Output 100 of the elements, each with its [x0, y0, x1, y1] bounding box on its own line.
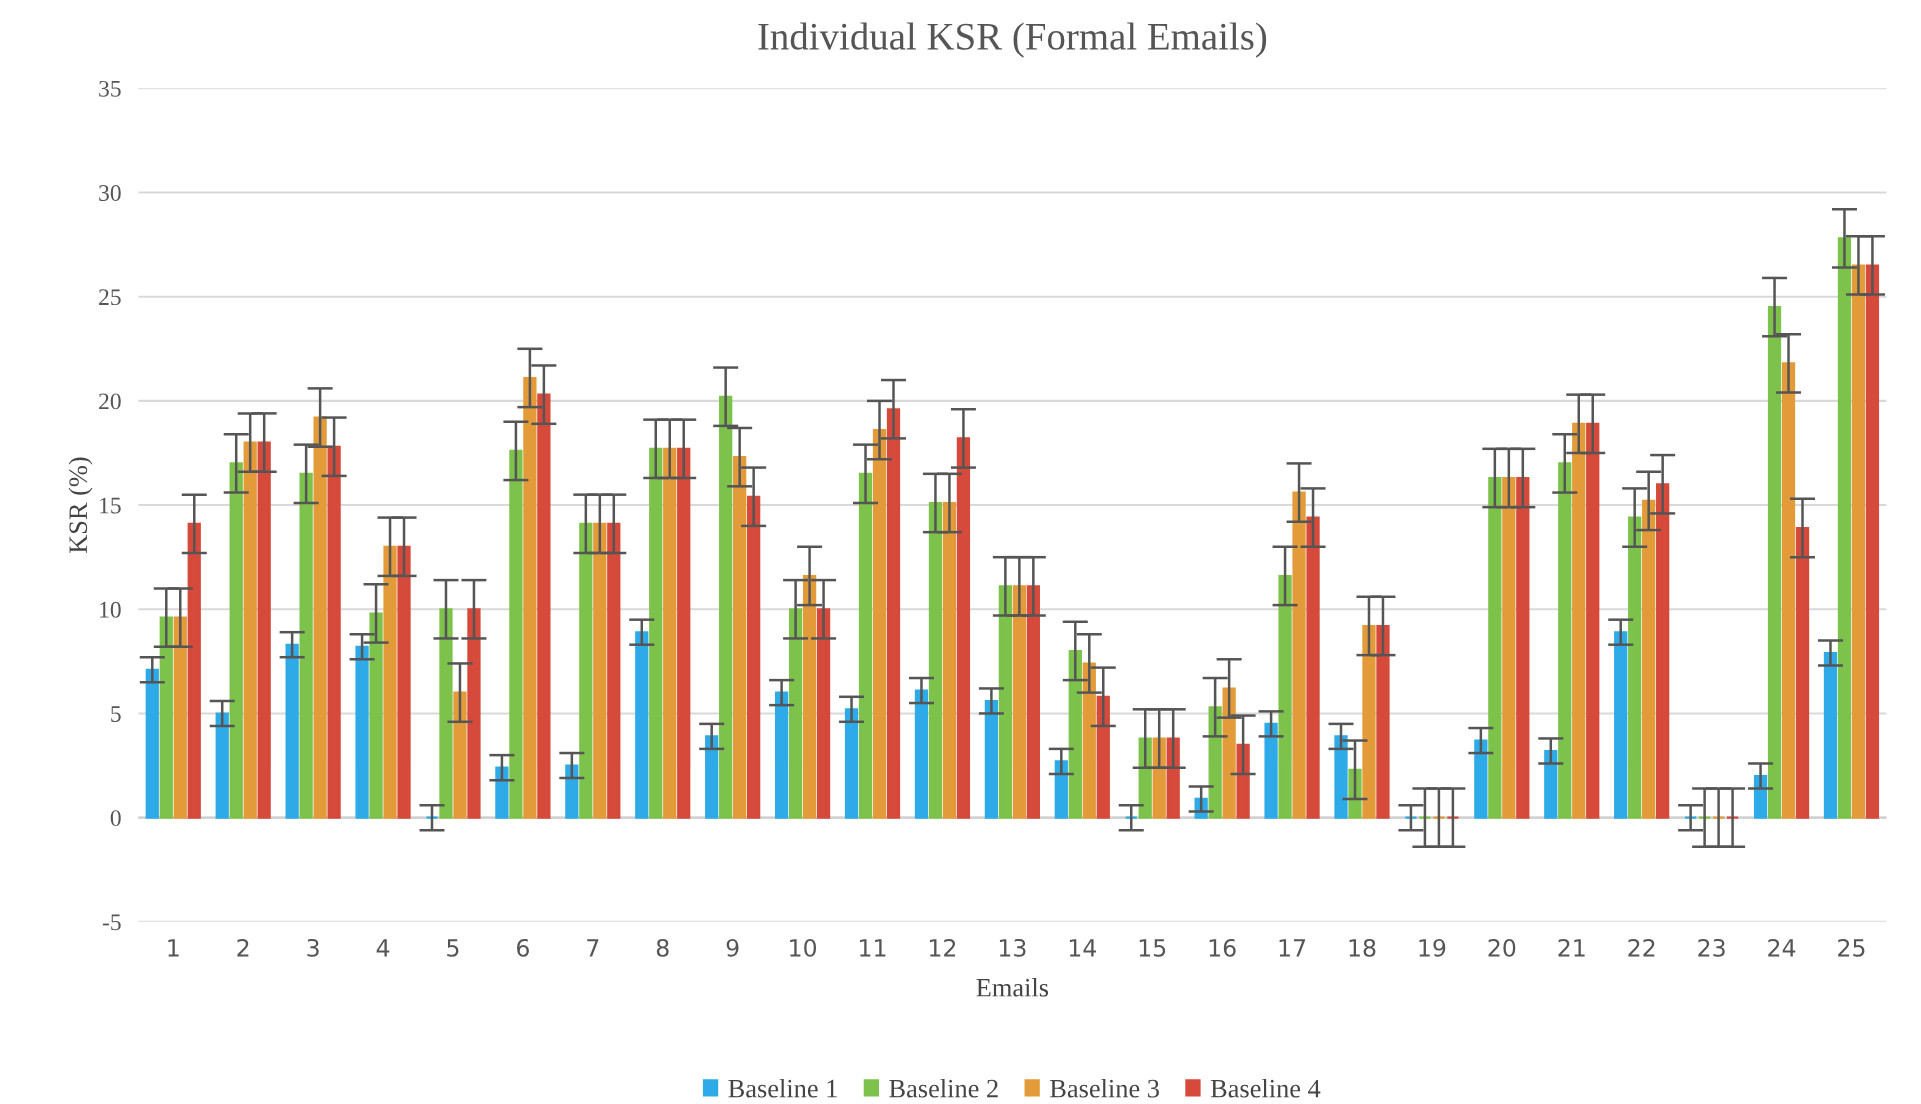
x-tick-label: 19 — [1419, 938, 1446, 957]
y-tick-label: 5 — [111, 706, 121, 722]
x-tick-label: 17 — [1279, 939, 1306, 957]
bar — [145, 668, 159, 819]
x-tick-label: 15 — [1139, 939, 1166, 957]
bar — [774, 691, 789, 819]
bar — [956, 437, 971, 819]
bar — [327, 445, 341, 819]
bar — [1082, 662, 1096, 819]
bar — [243, 441, 257, 819]
bar — [397, 545, 411, 819]
x-tick-label: 8 — [656, 938, 669, 957]
bar — [1823, 651, 1838, 819]
bar — [257, 441, 271, 819]
bar — [1628, 516, 1642, 819]
legend-label: Baseline 4 — [1210, 1078, 1321, 1098]
x-tick-label: 4 — [376, 939, 390, 957]
x-tick-label: 22 — [1628, 938, 1655, 957]
bar — [1166, 737, 1180, 819]
bar — [1474, 739, 1488, 819]
bar — [355, 645, 369, 819]
chart-title: Individual KSR (Formal Emails) — [758, 22, 1267, 58]
bar — [313, 416, 327, 819]
bar — [607, 522, 621, 819]
bar — [886, 408, 901, 819]
bar — [1152, 737, 1166, 819]
bar — [467, 608, 481, 819]
x-tick-label: 5 — [447, 939, 459, 957]
bar — [998, 585, 1013, 819]
bar — [1096, 695, 1110, 819]
bar — [1795, 526, 1810, 819]
bar — [788, 608, 803, 819]
bar — [509, 449, 523, 819]
bar — [159, 616, 173, 819]
x-axis-title: Emails — [976, 978, 1049, 997]
bar — [816, 608, 831, 819]
x-tick-label: 7 — [587, 939, 599, 957]
bar — [844, 708, 859, 819]
bar — [593, 522, 607, 819]
bar — [1516, 476, 1530, 819]
bar — [1488, 476, 1502, 819]
x-tick-label: 11 — [860, 939, 886, 957]
bar — [747, 495, 761, 819]
bar — [1642, 499, 1656, 819]
bar — [1362, 624, 1376, 819]
bar — [705, 735, 719, 819]
bar — [1656, 483, 1670, 819]
bar — [439, 608, 453, 819]
bar — [299, 472, 313, 819]
bar — [1614, 631, 1628, 819]
bar — [984, 699, 999, 819]
bar — [369, 612, 383, 819]
bar — [215, 712, 229, 819]
bar — [579, 522, 593, 819]
x-tick-label: 12 — [930, 938, 956, 957]
bar — [187, 522, 201, 819]
bar — [453, 691, 467, 819]
x-tick-label: 18 — [1349, 938, 1376, 957]
bar — [1012, 585, 1026, 819]
y-tick-label: 35 — [99, 80, 121, 97]
bar — [733, 456, 747, 819]
legend-label: Baseline 2 — [889, 1078, 998, 1098]
bar — [1502, 476, 1516, 819]
bar — [1222, 687, 1236, 819]
x-tick-label: 20 — [1488, 938, 1516, 957]
bar — [495, 766, 509, 819]
bar — [942, 501, 957, 819]
bar — [1865, 264, 1880, 819]
y-tick-label: 20 — [99, 393, 121, 410]
y-tick-label: 15 — [100, 497, 121, 514]
bar — [872, 429, 887, 819]
bar — [1851, 264, 1866, 819]
bar — [1068, 649, 1082, 819]
bar — [285, 643, 299, 819]
y-tick-label: 30 — [99, 185, 121, 201]
legend-label: Baseline 1 — [728, 1078, 837, 1098]
legend-label: Baseline 3 — [1050, 1078, 1159, 1098]
bar — [677, 447, 691, 819]
bar — [1306, 516, 1320, 819]
x-tick-label: 3 — [307, 938, 319, 957]
x-tick-label: 25 — [1838, 938, 1865, 957]
bar — [1558, 462, 1572, 819]
bar — [565, 764, 579, 819]
bar — [1278, 574, 1292, 819]
y-tick-label: 10 — [100, 601, 121, 618]
x-tick-label: 9 — [726, 938, 739, 957]
bar — [928, 501, 943, 819]
x-tick-label: 24 — [1768, 938, 1796, 957]
bar — [1026, 585, 1040, 819]
bar — [1054, 760, 1068, 819]
bar — [523, 376, 537, 819]
bar — [229, 462, 243, 819]
bar — [383, 545, 397, 819]
bar — [1837, 237, 1852, 819]
x-tick-label: 2 — [237, 938, 249, 957]
y-tick-label: 0 — [110, 810, 121, 827]
bar — [1292, 491, 1306, 819]
bar — [1264, 722, 1278, 819]
y-tick-label: 25 — [99, 289, 121, 306]
y-tick-label: -5 — [102, 914, 121, 931]
